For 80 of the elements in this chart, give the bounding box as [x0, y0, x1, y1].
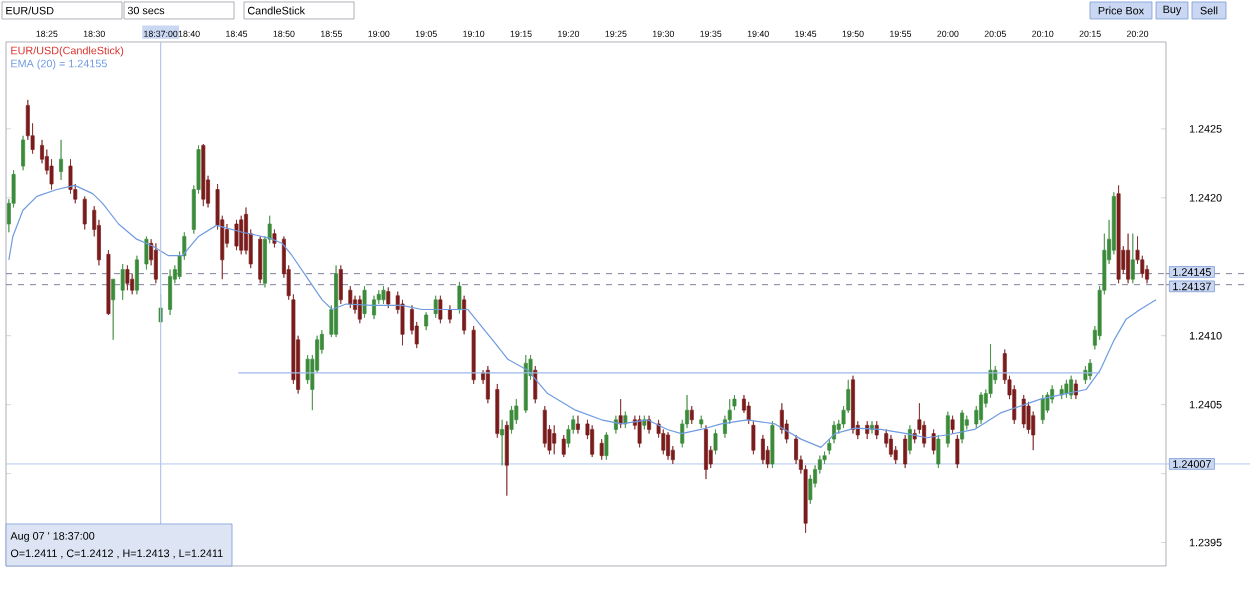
candlestick	[424, 311, 429, 331]
candlestick	[988, 343, 993, 399]
candlestick	[106, 249, 111, 316]
candlestick	[68, 158, 73, 195]
candlestick	[386, 287, 391, 309]
candlestick	[542, 405, 547, 448]
candlestick	[338, 265, 343, 305]
candlestick	[59, 139, 63, 181]
candlestick	[604, 431, 609, 461]
candlestick	[153, 242, 158, 284]
candlestick	[201, 143, 206, 207]
candlestick	[1021, 394, 1026, 429]
candlestick	[381, 285, 386, 305]
candlestick	[509, 405, 514, 434]
candlestick	[1069, 375, 1074, 400]
candlestick	[1116, 185, 1121, 284]
candlestick	[751, 420, 756, 455]
candlestick	[372, 295, 376, 320]
candlestick	[689, 405, 694, 425]
candlestick	[500, 419, 505, 466]
candlestick	[874, 420, 879, 440]
candlestick	[82, 196, 87, 230]
candlestick	[936, 434, 941, 469]
candlestick	[433, 295, 438, 319]
candlestick	[590, 424, 595, 458]
candlestick	[903, 434, 908, 469]
candlestick	[334, 265, 339, 338]
candlestick	[1012, 384, 1017, 425]
candlestick	[931, 429, 936, 455]
candlestick	[699, 415, 704, 429]
candlestick	[713, 429, 718, 455]
candlestick	[485, 365, 490, 404]
candlestick	[239, 215, 244, 255]
candlestick	[955, 434, 960, 469]
candlestick	[348, 285, 353, 309]
candlestick	[770, 420, 775, 469]
candlestick	[120, 263, 125, 301]
candlestick	[495, 383, 500, 439]
candlestick	[945, 411, 950, 448]
candlestick	[561, 434, 566, 458]
candlestick	[447, 305, 452, 324]
candlestick	[130, 273, 135, 295]
candlestick	[1126, 233, 1131, 284]
candlestick	[462, 295, 467, 335]
candlestick	[851, 375, 855, 434]
candlestick	[21, 135, 26, 171]
candlestick	[907, 424, 912, 455]
candlestick	[889, 434, 893, 458]
candlestick	[523, 354, 528, 414]
candlestick	[950, 415, 955, 434]
candlestick	[760, 434, 765, 465]
candlestick	[979, 391, 983, 425]
candlestick	[666, 431, 670, 461]
candlestick	[168, 269, 173, 316]
candlestick	[803, 464, 808, 534]
candlestick	[746, 401, 751, 425]
candlestick	[504, 420, 509, 496]
candlestick	[234, 219, 239, 251]
candlestick	[552, 424, 557, 455]
candlestick	[471, 325, 476, 385]
candlestick	[1130, 233, 1135, 284]
candlestick	[1064, 379, 1069, 399]
candlestick	[144, 236, 149, 270]
candlestick	[438, 295, 443, 324]
candlestick	[1040, 394, 1045, 425]
candlestick	[362, 285, 367, 319]
candlestick	[111, 278, 116, 341]
candlestick	[576, 415, 580, 434]
candlestick	[599, 438, 604, 461]
candlestick	[637, 415, 642, 448]
candlestick	[400, 299, 405, 346]
candlestick	[134, 255, 139, 295]
candlestick	[49, 158, 54, 190]
candlestick	[457, 281, 462, 314]
candlestick	[960, 409, 965, 444]
candlestick	[704, 424, 708, 480]
candlestick	[566, 424, 571, 448]
candlestick	[125, 265, 130, 291]
candlestick	[258, 236, 263, 284]
candlestick	[357, 295, 362, 324]
